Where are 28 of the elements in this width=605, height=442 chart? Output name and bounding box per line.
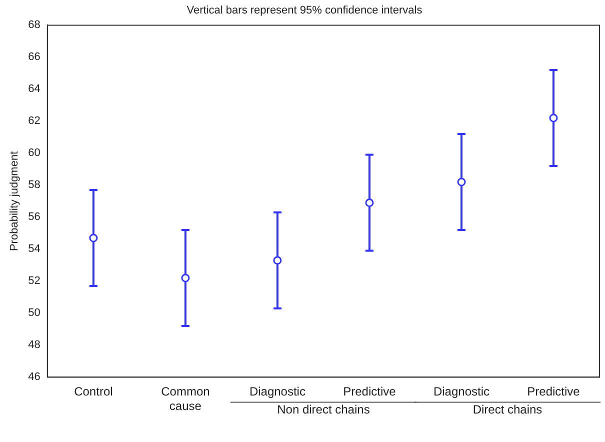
x-tick-label: Diagnostic [433,384,490,399]
y-tick-label: 62 [28,115,40,128]
x-tick-label: Predictive [343,384,396,399]
y-axis-title: Probability judgment [8,151,21,252]
x-tick-label: Predictive [527,384,580,399]
x-tick-label: Diagnostic [249,384,306,399]
y-tick-label: 68 [28,19,40,32]
point [457,178,466,186]
point [89,234,98,242]
text: Direct chains [472,402,542,417]
x-tick-label: Common cause [161,384,210,414]
y-tick-label: 66 [28,51,40,64]
y-tick-label: 46 [28,371,40,384]
point [549,114,558,122]
point [273,256,282,265]
y-tick-label: 58 [28,179,40,192]
y-tick-label: 56 [28,211,40,224]
y-tick-label: 50 [28,307,40,320]
text: Non direct chains [277,402,370,417]
y-tick-label: 64 [28,83,40,96]
y-tick-label: 48 [28,339,40,352]
y-tick-label: 60 [28,147,40,160]
point [181,274,190,282]
chart-title: Vertical bars represent 95% confidence intervals [186,4,423,17]
point [365,198,374,208]
y-tick-label: 54 [28,243,40,256]
y-tick-label: 52 [28,275,40,288]
x-tick-label: Control [74,384,113,399]
